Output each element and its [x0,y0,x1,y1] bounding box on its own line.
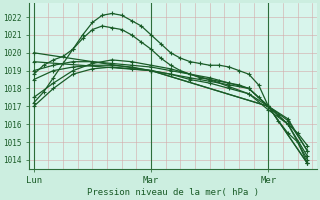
X-axis label: Pression niveau de la mer( hPa ): Pression niveau de la mer( hPa ) [87,188,259,197]
